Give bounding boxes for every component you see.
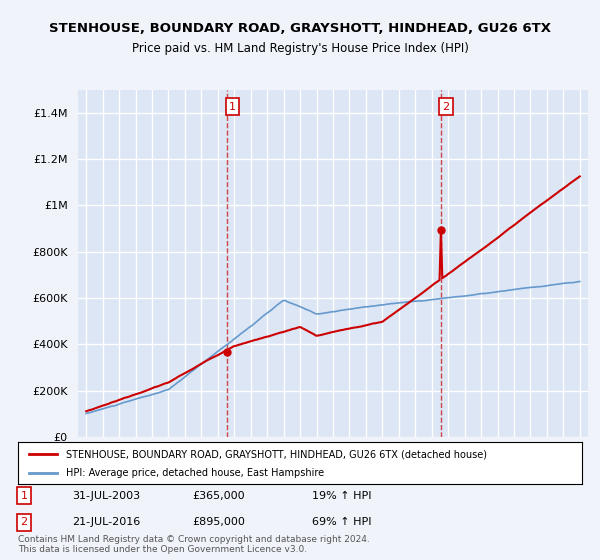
- Text: Price paid vs. HM Land Registry's House Price Index (HPI): Price paid vs. HM Land Registry's House …: [131, 42, 469, 55]
- Text: 1: 1: [20, 491, 28, 501]
- Text: 2: 2: [442, 102, 449, 112]
- Text: £895,000: £895,000: [192, 517, 245, 528]
- Text: 21-JUL-2016: 21-JUL-2016: [72, 517, 140, 528]
- Text: 19% ↑ HPI: 19% ↑ HPI: [312, 491, 371, 501]
- Text: 2: 2: [20, 517, 28, 528]
- Text: £365,000: £365,000: [192, 491, 245, 501]
- Text: 31-JUL-2003: 31-JUL-2003: [72, 491, 140, 501]
- Text: 69% ↑ HPI: 69% ↑ HPI: [312, 517, 371, 528]
- Text: STENHOUSE, BOUNDARY ROAD, GRAYSHOTT, HINDHEAD, GU26 6TX: STENHOUSE, BOUNDARY ROAD, GRAYSHOTT, HIN…: [49, 22, 551, 35]
- Text: Contains HM Land Registry data © Crown copyright and database right 2024.
This d: Contains HM Land Registry data © Crown c…: [18, 535, 370, 554]
- Text: 1: 1: [229, 102, 236, 112]
- Text: HPI: Average price, detached house, East Hampshire: HPI: Average price, detached house, East…: [66, 468, 324, 478]
- Text: STENHOUSE, BOUNDARY ROAD, GRAYSHOTT, HINDHEAD, GU26 6TX (detached house): STENHOUSE, BOUNDARY ROAD, GRAYSHOTT, HIN…: [66, 449, 487, 459]
